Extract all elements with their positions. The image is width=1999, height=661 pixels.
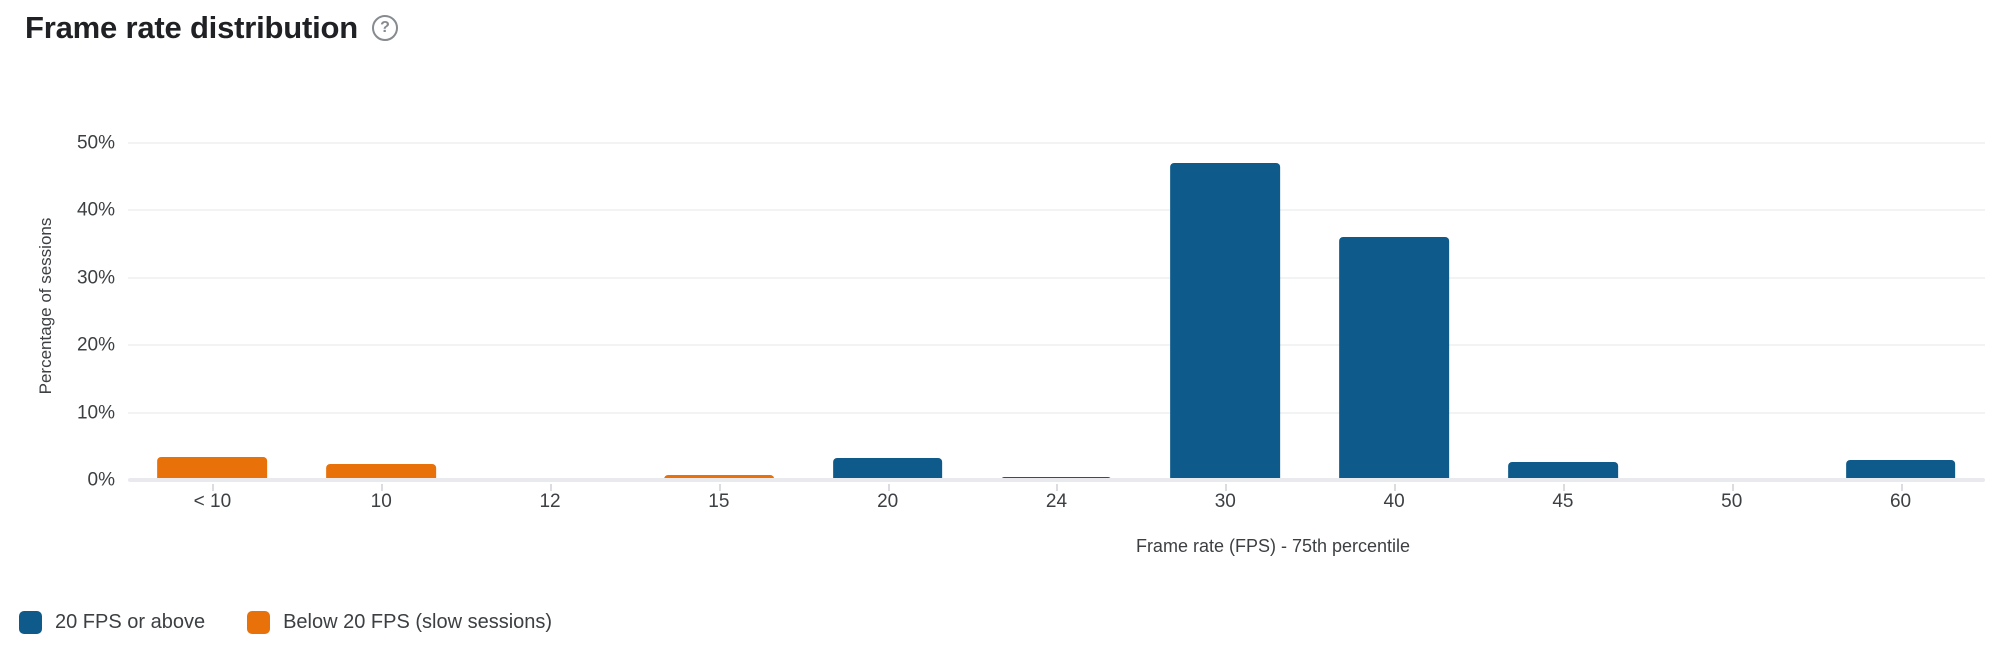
x-tick-label-15: 15 — [708, 491, 730, 512]
bar-cell-40 — [1310, 143, 1479, 491]
legend-item-20-fps-or-above[interactable]: 20 FPS or above — [19, 611, 205, 634]
bar-cell-10 — [297, 143, 466, 491]
y-tick-label-50%: 50% — [76, 132, 115, 154]
x-tick-mark — [212, 484, 215, 491]
bar-cells — [128, 143, 1985, 491]
bar-cell-15 — [634, 143, 803, 491]
bar-<10[interactable] — [157, 457, 268, 480]
page-title: Frame rate distribution — [25, 10, 359, 45]
x-tick-mark — [1056, 484, 1059, 491]
x-tick-label-12: 12 — [539, 491, 561, 512]
x-tick-mark — [1225, 484, 1228, 491]
x-tick-mark — [550, 484, 553, 491]
legend-swatch — [19, 611, 42, 634]
x-tick-mark — [1731, 484, 1734, 491]
bar-40[interactable] — [1339, 237, 1449, 480]
bar-cell-<10 — [128, 143, 297, 491]
x-tick-mark — [1394, 484, 1397, 491]
x-tick-label-50: 50 — [1721, 491, 1743, 512]
y-tick-label-20%: 20% — [76, 334, 115, 356]
bar-cell-50 — [1647, 143, 1816, 491]
x-tick-label-30: 30 — [1214, 491, 1236, 512]
x-tick-label-20: 20 — [877, 491, 899, 512]
legend-swatch — [247, 611, 271, 634]
bar-cell-30 — [1141, 143, 1310, 491]
gridline-30% — [128, 276, 1985, 279]
y-tick-label-0%: 0% — [87, 469, 115, 491]
y-tick-label-10%: 10% — [76, 402, 115, 424]
x-tick-label-45: 45 — [1552, 491, 1574, 512]
y-tick-label-30%: 30% — [76, 267, 115, 289]
x-tick-mark — [887, 484, 890, 491]
help-icon[interactable]: ? — [372, 15, 399, 41]
bar-10[interactable] — [326, 463, 437, 480]
bar-45[interactable] — [1508, 462, 1618, 480]
x-tick-label-10: 10 — [370, 491, 392, 512]
bar-cell-45 — [1479, 143, 1648, 491]
x-tick-label-40: 40 — [1383, 491, 1405, 512]
bar-20[interactable] — [832, 458, 943, 480]
legend: 20 FPS or above Below 20 FPS (slow sessio… — [19, 611, 552, 634]
x-tick-mark — [718, 484, 721, 491]
gridline-10% — [128, 411, 1985, 414]
gridline-40% — [128, 209, 1985, 212]
bar-cell-24 — [972, 143, 1141, 491]
plot-area — [128, 142, 1985, 491]
gridline-50% — [128, 142, 1985, 144]
chart-header: Frame rate distribution ? — [25, 10, 399, 46]
bar-cell-60 — [1816, 143, 1985, 491]
x-axis-tick-labels: < 10 10 12 15 20 24 30 40 45 50 60 — [128, 491, 1985, 513]
gridline-0% — [128, 478, 1985, 482]
x-tick-mark — [1900, 484, 1903, 491]
y-axis-tick-labels: 50% 40% 30% 20% 10% 0% — [0, 134, 115, 490]
legend-label: 20 FPS or above — [55, 611, 206, 633]
bar-cell-20 — [803, 143, 972, 491]
y-tick-label-40%: 40% — [76, 199, 115, 221]
legend-label: Below 20 FPS (slow sessions) — [283, 611, 553, 633]
bar-cell-12 — [466, 143, 635, 491]
bar-60[interactable] — [1845, 459, 1956, 480]
x-tick-label-<10: < 10 — [193, 491, 232, 512]
bar-30[interactable] — [1170, 163, 1281, 480]
y-axis-title: Percentage of sessions — [36, 217, 55, 395]
x-tick-label-24: 24 — [1045, 491, 1068, 512]
legend-item-below-20-fps-slow-sessions-[interactable]: Below 20 FPS (slow sessions) — [247, 611, 552, 634]
x-axis-title: Frame rate (FPS) - 75th percentile — [1135, 536, 1411, 556]
x-tick-mark — [1562, 484, 1565, 491]
gridline-20% — [128, 344, 1985, 347]
bar-15[interactable] — [663, 474, 774, 480]
x-tick-mark — [381, 484, 384, 491]
x-tick-label-60: 60 — [1889, 491, 1912, 512]
